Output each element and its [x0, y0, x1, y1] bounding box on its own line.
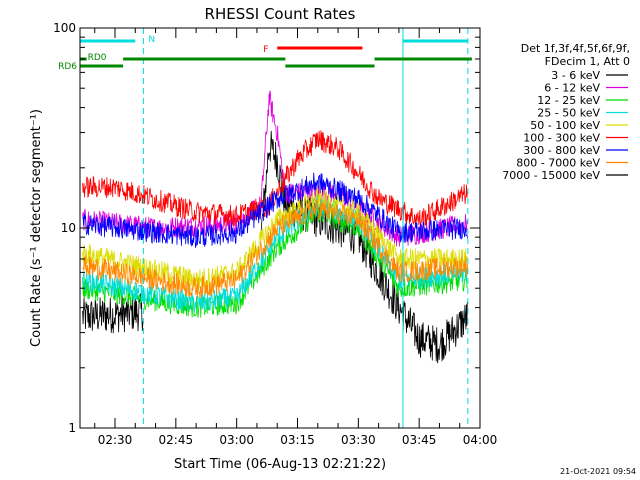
legend-label-5: 100 - 300 keV: [523, 132, 600, 145]
legend-label-1: 6 - 12 keV: [544, 82, 600, 95]
y-tick-label-100: 100: [53, 21, 76, 35]
footer-timestamp: 21-Oct-2021 09:54: [560, 467, 636, 476]
x-tick-label-0400: 04:00: [463, 433, 498, 447]
legend-header-line-1: Det 1f,3f,4f,5f,6f,9f,: [521, 42, 630, 55]
y-axis-label: Count Rate (s⁻¹ detector segment⁻¹): [29, 109, 44, 347]
x-tick-label-0315: 03:15: [280, 433, 315, 447]
x-tick-label-0345: 03:45: [402, 433, 437, 447]
plot-area: N F RD0 RD6: [58, 28, 472, 428]
x-tick-label-0230: 02:30: [98, 433, 133, 447]
legend: Det 1f,3f,4f,5f,6f,9f, FDecim 1, Att 0 3…: [502, 42, 630, 182]
x-tick-label-0245: 02:45: [159, 433, 194, 447]
annotation-bars-layer: N F RD0 RD6: [58, 35, 472, 72]
legend-header-line-2: FDecim 1, Att 0: [545, 55, 630, 68]
legend-label-0: 3 - 6 keV: [551, 69, 600, 82]
legend-label-2: 12 - 25 keV: [537, 94, 600, 107]
annotation-label-rd0: RD0: [88, 53, 107, 63]
x-tick-label-0300: 03:00: [219, 433, 254, 447]
annotation-label-n: N: [148, 35, 155, 45]
annotation-label-rd6: RD6: [58, 62, 77, 72]
x-axis-label: Start Time (06-Aug-13 02:21:22): [174, 457, 386, 472]
y-tick-label-1: 1: [68, 421, 76, 435]
chart-title: RHESSI Count Rates: [205, 5, 356, 23]
series-layer: [82, 90, 468, 364]
legend-label-6: 300 - 800 keV: [523, 144, 600, 157]
legend-label-3: 25 - 50 keV: [537, 107, 600, 120]
y-tick-label-10: 10: [61, 221, 76, 235]
annotation-label-f: F: [263, 45, 268, 55]
legend-label-4: 50 - 100 keV: [530, 119, 600, 132]
legend-label-8: 7000 - 15000 keV: [502, 169, 600, 182]
axis-layer: 1 10 100 02:30 02:45 03:00 03:15 03:30 03:45 04:0…: [53, 21, 497, 447]
x-tick-label-0330: 03:30: [341, 433, 376, 447]
legend-label-7: 800 - 7000 keV: [516, 157, 600, 170]
